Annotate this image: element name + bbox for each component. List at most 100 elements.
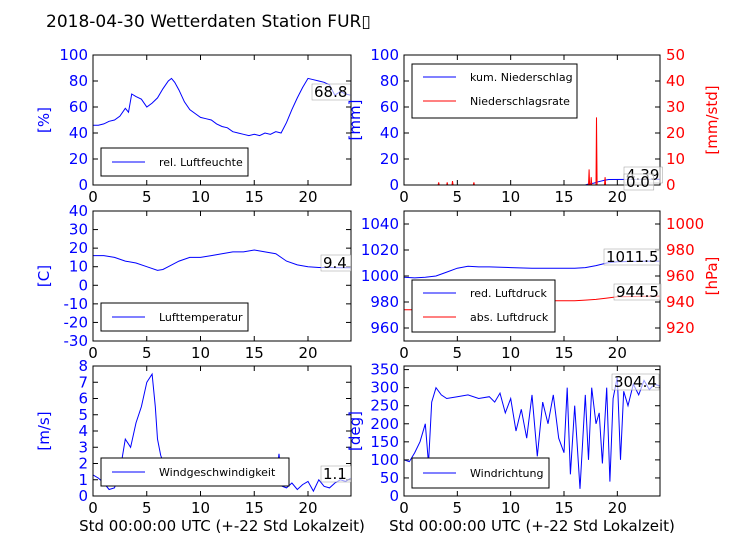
y-tick-label: 0 [78, 176, 88, 194]
end-value-box [320, 465, 352, 483]
y-axis-label: [deg] [346, 411, 364, 451]
x-tick-label: 0 [399, 188, 409, 206]
end-value-box [613, 283, 662, 301]
y-tick-label: 7 [78, 373, 88, 391]
y-tick-label: 5 [78, 406, 88, 424]
y2-tick-label: 30 [666, 98, 685, 116]
y-tick-label: 80 [380, 72, 399, 90]
y-tick-label: 350 [370, 361, 399, 379]
x-tick-label: 5 [453, 499, 463, 517]
y2-tick-label: 10 [666, 150, 685, 168]
y2-tick-label: 50 [666, 46, 685, 64]
y-tick-label: 1000 [361, 267, 399, 285]
y-tick-label: 1020 [361, 241, 399, 259]
panel-1: 0 5 10 15 20 0 20 40 60 80 100 [%] rel. Luftfeuchte 6… [35, 46, 352, 206]
y-tick-label: 30 [69, 221, 88, 239]
y-tick-label: 150 [370, 433, 399, 451]
x-tick-label: 0 [88, 344, 98, 362]
x-tick-label: 10 [191, 344, 210, 362]
y2-tick-label: 940 [666, 293, 695, 311]
legend-box [411, 279, 556, 333]
y-tick-label: 200 [370, 415, 399, 433]
y-tick-label: 6 [78, 390, 88, 408]
y-tick-label: 50 [380, 469, 399, 487]
y-tick-label: 1 [78, 471, 88, 489]
legend: red. Luftdruck abs. Luftdruck [411, 279, 556, 333]
panel-4: 0 5 10 15 20 960 980 1000 1020 1040 920 940 960 980 10… [361, 210, 721, 362]
y-tick-label: 0 [389, 176, 399, 194]
y-tick-label: 2 [78, 455, 88, 473]
y2-tick-label: 1000 [666, 215, 704, 233]
y-tick-label: 3 [78, 438, 88, 456]
y-tick-label: 250 [370, 397, 399, 415]
x-tick-label: 5 [142, 188, 152, 206]
y-tick-label: 40 [69, 124, 88, 142]
y-tick-label: 960 [370, 319, 399, 337]
y-tick-label: 20 [380, 150, 399, 168]
y-tick-label: 60 [380, 98, 399, 116]
legend-box [411, 63, 578, 119]
end-value-box [320, 254, 352, 272]
x-tick-label: 5 [453, 344, 463, 362]
x-tick-label: 20 [298, 499, 317, 517]
legend: Windgeschwindigkeit [100, 457, 290, 487]
x-tick-label: 15 [554, 188, 573, 206]
end-value-box [611, 373, 660, 391]
y2-tick-label: 980 [666, 241, 695, 259]
y-tick-label: 60 [69, 98, 88, 116]
end-value-box [603, 248, 660, 266]
end-value-label: 68.8 [314, 83, 347, 101]
y2-tick-label: 920 [666, 319, 695, 337]
y-tick-label: 40 [69, 202, 88, 220]
legend-label: Lufttemperatur [159, 311, 243, 324]
y-tick-label: 1040 [361, 215, 399, 233]
x-tick-label: 15 [554, 344, 573, 362]
x-tick-label: 10 [501, 344, 520, 362]
y-tick-label: 10 [69, 258, 88, 276]
x-tick-label: 0 [88, 499, 98, 517]
x-tick-label: 20 [608, 344, 627, 362]
y-tick-label: 980 [370, 293, 399, 311]
x-tick-label: 10 [191, 188, 210, 206]
y-tick-label: 100 [370, 451, 399, 469]
x-tick-label: 0 [399, 344, 409, 362]
x-tick-label: 15 [245, 188, 264, 206]
end-value-box [311, 83, 351, 101]
y-tick-label: 100 [59, 46, 88, 64]
end-value-label: 0.0 [626, 173, 650, 191]
y2-tick-label: 0 [666, 176, 676, 194]
x-tick-label: 5 [142, 344, 152, 362]
series-line-niederschlagsrate [404, 117, 660, 185]
y-tick-label: 40 [380, 124, 399, 142]
legend: rel. Luftfeuchte [100, 147, 249, 177]
x-tick-label: 10 [191, 499, 210, 517]
legend-label: rel. Luftfeuchte [159, 156, 243, 169]
end-value-box [623, 173, 655, 191]
plot-frame [403, 54, 661, 186]
x-tick-label: 20 [298, 344, 317, 362]
y-tick-label: 8 [78, 357, 88, 375]
legend-label: Niederschlagsrate [470, 95, 570, 108]
y-tick-label: 300 [370, 379, 399, 397]
x-tick-label: 10 [501, 499, 520, 517]
y2-tick-label: 20 [666, 124, 685, 142]
y-tick-label: 0 [389, 487, 399, 505]
end-value-label: 944.5 [616, 283, 659, 301]
y-tick-label: 0 [78, 487, 88, 505]
legend: Lufttemperatur [100, 302, 249, 332]
x-tick-label: 5 [142, 499, 152, 517]
y-tick-label: 20 [69, 239, 88, 257]
x-tick-label: 15 [554, 499, 573, 517]
plot-frame [92, 210, 352, 342]
x-tick-label: 0 [399, 499, 409, 517]
end-value-label: 9.4 [323, 254, 347, 272]
series-line-rel-luftfeuchte [93, 77, 351, 137]
y-axis-label: [%] [35, 107, 53, 133]
x-axis-label: Std 00:00:00 UTC (+-22 Std Lokalzeit) [79, 517, 365, 535]
legend-label: Windrichtung [470, 467, 543, 480]
series-line-lufttemperatur [93, 249, 351, 271]
y2-tick-label: 960 [666, 267, 695, 285]
y-tick-label: -10 [64, 295, 89, 313]
